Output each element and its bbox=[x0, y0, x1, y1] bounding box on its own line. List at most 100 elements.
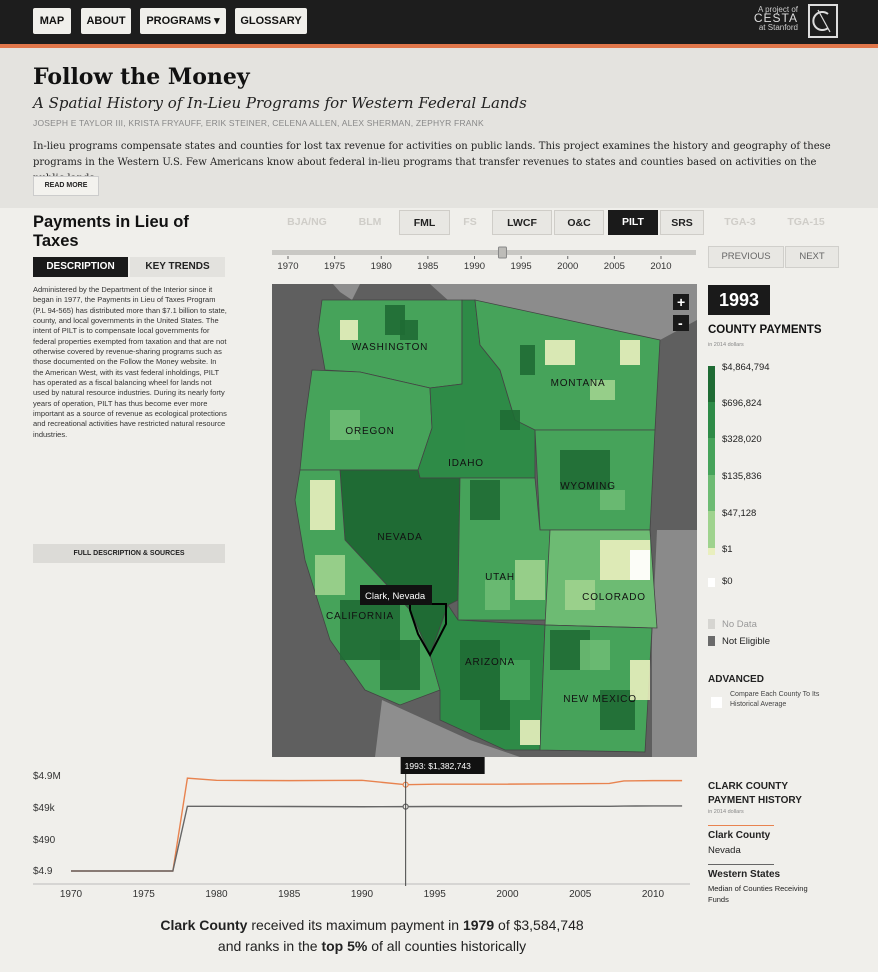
logo-line-2: CESTA bbox=[753, 11, 798, 25]
program-tab-tga-15[interactable]: TGA-15 bbox=[787, 216, 825, 228]
county-shape[interactable] bbox=[515, 560, 545, 600]
county-shape[interactable] bbox=[630, 660, 650, 700]
legend-no-data-label: No Data bbox=[722, 619, 757, 630]
program-tab-tga-3[interactable]: TGA-3 bbox=[724, 216, 756, 228]
program-tab-o-c[interactable]: O&C bbox=[554, 210, 604, 235]
history-unit: in 2014 dollars bbox=[708, 809, 744, 815]
clark-legend-swatch bbox=[708, 825, 774, 826]
page-title: Follow the Money bbox=[33, 64, 250, 90]
legend-zero-label: $0 bbox=[722, 576, 733, 587]
next-button[interactable]: NEXT bbox=[785, 246, 839, 268]
compare-average-label: Compare Each County To Its Historical Av… bbox=[730, 691, 820, 708]
county-shape[interactable] bbox=[485, 580, 510, 610]
county-shape[interactable] bbox=[315, 555, 345, 595]
western-legend-swatch bbox=[708, 864, 774, 865]
logo-line-1: A project of bbox=[757, 5, 798, 14]
county-shape[interactable] bbox=[600, 490, 625, 510]
canada-landmass-east bbox=[430, 284, 697, 340]
county-shape[interactable] bbox=[340, 320, 358, 340]
county-shape[interactable] bbox=[620, 340, 640, 365]
mexico-landmass bbox=[375, 700, 520, 757]
county-shape[interactable] bbox=[560, 450, 610, 490]
county-shape[interactable] bbox=[330, 410, 360, 440]
chevron-down-icon: ▾ bbox=[211, 15, 220, 27]
western-legend-desc: Median of Counties Receiving Funds bbox=[708, 884, 808, 904]
history-x-label: 2000 bbox=[496, 889, 519, 900]
county-shape[interactable] bbox=[565, 580, 595, 610]
read-more-button[interactable]: READ MORE bbox=[33, 176, 99, 196]
legend-break-label: $1 bbox=[722, 544, 733, 555]
map-tooltip-text: Clark, Nevada bbox=[365, 591, 426, 602]
county-shape[interactable] bbox=[480, 700, 510, 730]
state-label: COLORADO bbox=[582, 592, 646, 603]
program-tab-srs[interactable]: SRS bbox=[660, 210, 704, 235]
legend-unit: in 2014 dollars bbox=[708, 342, 744, 348]
summary-text-3: and ranks in the bbox=[217, 938, 322, 954]
county-shape[interactable] bbox=[310, 480, 335, 530]
compare-average-checkbox[interactable] bbox=[711, 697, 722, 708]
cesta-logo-icon[interactable] bbox=[808, 4, 838, 38]
legend-swatch bbox=[708, 438, 715, 475]
full-description-button[interactable]: FULL DESCRIPTION & SOURCES bbox=[33, 544, 225, 563]
county-shape[interactable] bbox=[380, 640, 420, 690]
program-tab-pilt[interactable]: PILT bbox=[608, 210, 658, 235]
county-shape[interactable] bbox=[520, 345, 535, 375]
county-shape[interactable] bbox=[410, 520, 440, 560]
clark-legend-state: Nevada bbox=[708, 845, 741, 856]
tab-description[interactable]: DESCRIPTION bbox=[33, 257, 128, 277]
county-shape[interactable] bbox=[545, 340, 575, 365]
legend-not-eligible-label: Not Eligible bbox=[722, 636, 771, 647]
tab-key-trends[interactable]: KEY TRENDS bbox=[130, 257, 225, 277]
history-y-label: $49k bbox=[33, 803, 56, 814]
legend-swatch bbox=[708, 511, 715, 548]
county-shape[interactable] bbox=[370, 490, 405, 550]
county-shape[interactable] bbox=[580, 640, 610, 670]
history-x-label: 1980 bbox=[205, 889, 228, 900]
county-shape[interactable] bbox=[440, 420, 465, 460]
state-label: WASHINGTON bbox=[352, 342, 428, 353]
nav-programs-label: PROGRAMS bbox=[146, 15, 212, 27]
history-y-label: $4.9M bbox=[33, 771, 61, 782]
zoom-out-icon: - bbox=[678, 315, 683, 331]
county-shape[interactable] bbox=[630, 550, 650, 580]
county-shape[interactable] bbox=[500, 410, 520, 430]
cesta-logo-text[interactable]: A project of CESTA at Stanford bbox=[754, 5, 798, 32]
nav-map-button[interactable]: MAP bbox=[33, 8, 71, 34]
western-legend-name: Western States bbox=[708, 869, 781, 880]
county-shape[interactable] bbox=[590, 380, 615, 400]
county-shape[interactable] bbox=[500, 660, 530, 700]
authors-list: JOSEPH E TAYLOR III, KRISTA FRYAUFF, ERI… bbox=[33, 118, 484, 128]
history-x-label: 2005 bbox=[569, 889, 592, 900]
zoom-in-button[interactable] bbox=[673, 294, 689, 310]
state-label: OREGON bbox=[345, 426, 394, 437]
program-tab-fml[interactable]: FML bbox=[399, 210, 450, 235]
history-series-line bbox=[71, 805, 683, 872]
state-label: WYOMING bbox=[560, 481, 616, 492]
program-tab-lwcf[interactable]: LWCF bbox=[492, 210, 552, 235]
state-label: NEW MEXICO bbox=[563, 694, 637, 705]
nav-programs-dropdown[interactable]: PROGRAMS ▾ bbox=[140, 8, 226, 34]
zoom-out-button[interactable] bbox=[673, 315, 689, 331]
program-tab-blm[interactable]: BLM bbox=[358, 216, 382, 228]
county-shape[interactable] bbox=[460, 640, 500, 700]
history-y-label: $4.9 bbox=[33, 866, 53, 877]
history-series-line bbox=[71, 777, 683, 872]
state-label: IDAHO bbox=[448, 458, 484, 469]
county-shape[interactable] bbox=[400, 320, 418, 340]
program-tab-fs[interactable]: FS bbox=[463, 216, 477, 228]
nav-about-button[interactable]: ABOUT bbox=[81, 8, 131, 34]
clark-county-outline[interactable] bbox=[409, 603, 447, 658]
zoom-in-icon: + bbox=[677, 294, 685, 310]
county-shape[interactable] bbox=[600, 690, 635, 730]
county-shape[interactable] bbox=[520, 720, 540, 745]
summary-text-2: of $3,584,748 bbox=[494, 917, 584, 933]
canada-landmass bbox=[333, 284, 360, 300]
legend-break-label: $328,020 bbox=[722, 434, 762, 445]
program-tab-bja-ng[interactable]: BJA/NG bbox=[287, 216, 327, 228]
previous-button[interactable]: PREVIOUS bbox=[708, 246, 784, 268]
nav-glossary-button[interactable]: GLOSSARY bbox=[235, 8, 307, 34]
history-x-label: 1970 bbox=[60, 889, 83, 900]
county-shape[interactable] bbox=[470, 480, 500, 520]
